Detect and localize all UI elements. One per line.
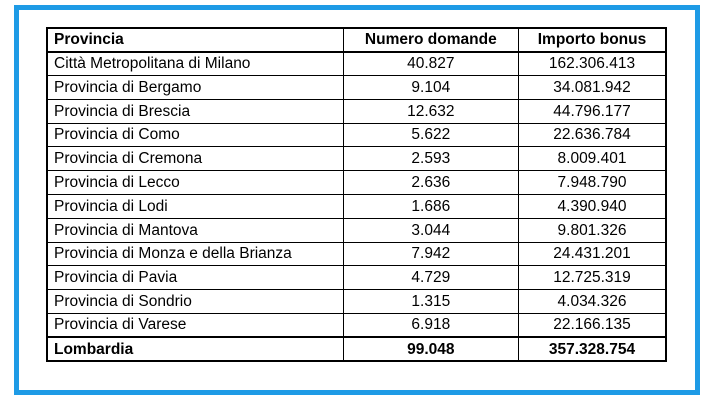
cell-importo-bonus: 4.034.326: [518, 289, 667, 315]
cell-numero-domande: 9.104: [342, 75, 520, 100]
total-label: Lombardia: [46, 336, 344, 362]
cell-numero-domande: 3.044: [342, 217, 520, 243]
cell-numero-domande: 4.729: [342, 265, 520, 291]
cell-numero-domande: 1.315: [342, 289, 520, 315]
bonus-table: Provincia Numero domande Importo bonus C…: [46, 27, 667, 363]
table-body: Città Metropolitana di Milano 40.827 162.3…: [46, 51, 667, 338]
cell-importo-bonus: 22.636.784: [518, 122, 667, 148]
table-row: Provincia di Brescia 12.632 44.796.177: [46, 98, 667, 124]
cell-importo-bonus: 12.725.319: [518, 265, 667, 291]
cell-provincia: Provincia di Varese: [46, 313, 344, 338]
cell-numero-domande: 5.622: [342, 122, 520, 148]
table-row: Provincia di Monza e della Brianza 7.942 2…: [46, 241, 667, 267]
table-row: Provincia di Mantova 3.044 9.801.326: [46, 217, 667, 243]
header-numero-domande: Numero domande: [342, 27, 520, 53]
cell-numero-domande: 2.636: [342, 170, 520, 196]
cell-provincia: Provincia di Lecco: [46, 170, 344, 196]
cell-provincia: Provincia di Brescia: [46, 98, 344, 124]
table-row: Provincia di Lodi 1.686 4.390.940: [46, 194, 667, 219]
table-header-row: Provincia Numero domande Importo bonus: [46, 27, 667, 53]
cell-importo-bonus: 22.166.135: [518, 313, 667, 338]
total-numero-domande: 99.048: [342, 336, 520, 362]
table-row: Città Metropolitana di Milano 40.827 162.3…: [46, 51, 667, 77]
cell-numero-domande: 40.827: [342, 51, 520, 77]
table-frame: Provincia Numero domande Importo bonus C…: [14, 5, 700, 395]
table-row: Provincia di Sondrio 1.315 4.034.326: [46, 289, 667, 315]
table-total-row: Lombardia 99.048 357.328.754: [46, 336, 667, 362]
cell-provincia: Provincia di Sondrio: [46, 289, 344, 315]
cell-importo-bonus: 9.801.326: [518, 217, 667, 243]
cell-provincia: Provincia di Bergamo: [46, 75, 344, 100]
cell-importo-bonus: 24.431.201: [518, 241, 667, 267]
cell-numero-domande: 12.632: [342, 98, 520, 124]
cell-importo-bonus: 162.306.413: [518, 51, 667, 77]
cell-numero-domande: 6.918: [342, 313, 520, 338]
cell-provincia: Provincia di Lodi: [46, 194, 344, 219]
cell-importo-bonus: 8.009.401: [518, 146, 667, 172]
cell-provincia: Provincia di Monza e della Brianza: [46, 241, 344, 267]
table-row: Provincia di Varese 6.918 22.166.135: [46, 313, 667, 338]
table-row: Provincia di Bergamo 9.104 34.081.942: [46, 75, 667, 100]
table-row: Provincia di Como 5.622 22.636.784: [46, 122, 667, 148]
cell-provincia: Provincia di Pavia: [46, 265, 344, 291]
cell-importo-bonus: 34.081.942: [518, 75, 667, 100]
cell-numero-domande: 1.686: [342, 194, 520, 219]
cell-importo-bonus: 7.948.790: [518, 170, 667, 196]
total-importo-bonus: 357.328.754: [518, 336, 667, 362]
header-provincia: Provincia: [46, 27, 344, 53]
cell-provincia: Provincia di Cremona: [46, 146, 344, 172]
cell-importo-bonus: 44.796.177: [518, 98, 667, 124]
cell-numero-domande: 2.593: [342, 146, 520, 172]
cell-provincia: Provincia di Mantova: [46, 217, 344, 243]
cell-importo-bonus: 4.390.940: [518, 194, 667, 219]
cell-numero-domande: 7.942: [342, 241, 520, 267]
table-row: Provincia di Cremona 2.593 8.009.401: [46, 146, 667, 172]
header-importo-bonus: Importo bonus: [518, 27, 667, 53]
table-row: Provincia di Pavia 4.729 12.725.319: [46, 265, 667, 291]
table-row: Provincia di Lecco 2.636 7.948.790: [46, 170, 667, 196]
cell-provincia: Città Metropolitana di Milano: [46, 51, 344, 77]
cell-provincia: Provincia di Como: [46, 122, 344, 148]
